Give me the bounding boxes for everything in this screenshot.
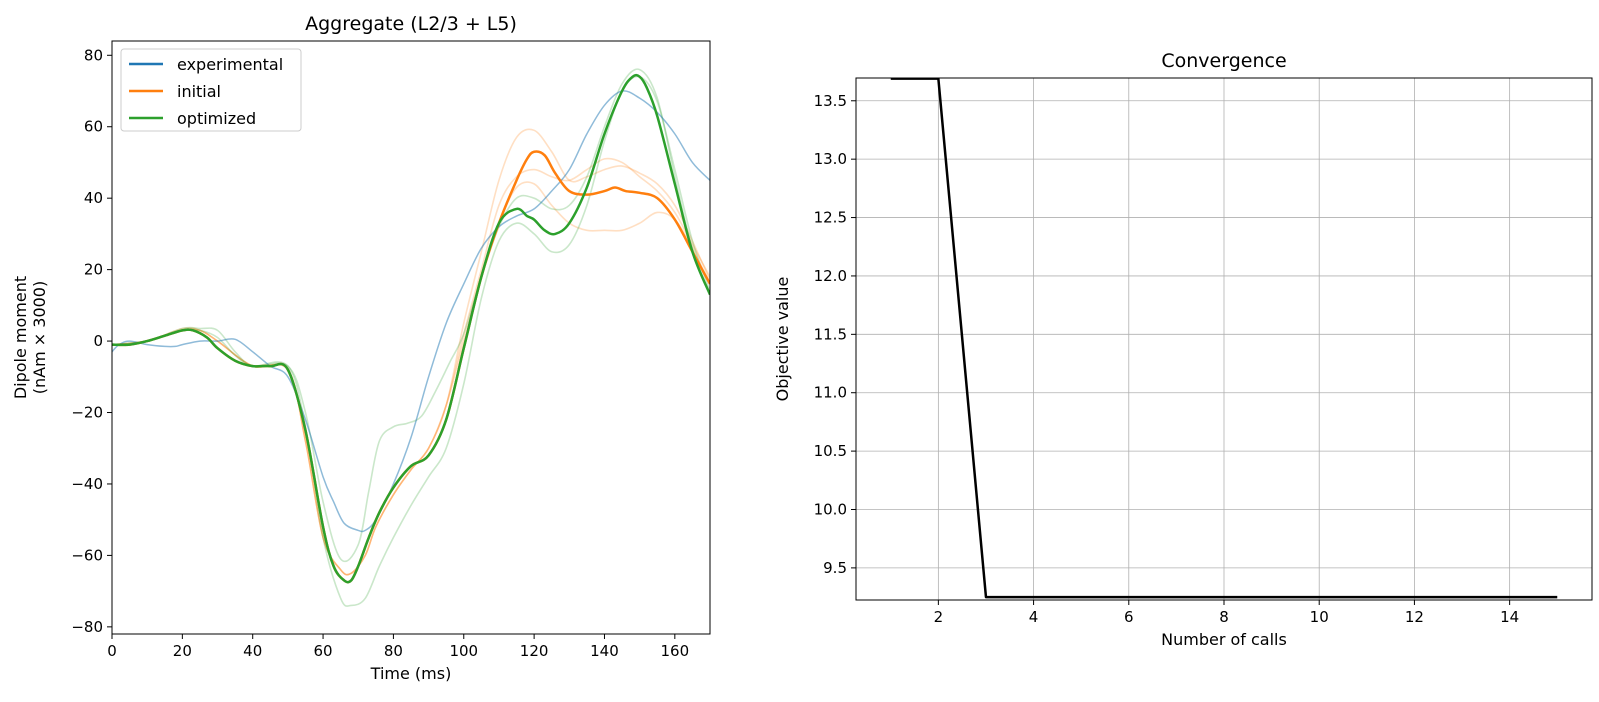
x-tick-label: 20: [173, 642, 192, 660]
y-tick-label: −40: [71, 475, 103, 493]
trial-line: [112, 181, 710, 576]
legend-label-initial: initial: [177, 82, 221, 101]
x-tick-label: 2: [934, 608, 944, 626]
x-tick-label: 120: [520, 642, 549, 660]
y-tick-label: 13.0: [814, 150, 847, 168]
y-tick-label: −60: [71, 546, 103, 564]
y-tick-label: 10.5: [814, 442, 847, 460]
axes-frame: [111, 40, 711, 635]
aggregate-dipole-panel: 0 20 40 60 80 100 120 140 160 −80 −60 −40 −20 0 20 40 60…: [11, 13, 711, 683]
x-tick-label: 140: [590, 642, 619, 660]
trial-line: [112, 157, 710, 576]
x-tick-label: 4: [1029, 608, 1039, 626]
y-axis-label: Objective value: [773, 277, 792, 402]
initial-series-line: [112, 150, 710, 584]
x-axis-label: Time (ms): [370, 664, 452, 683]
chart-title: Aggregate (L2/3 + L5): [305, 13, 517, 35]
y-tick-label: 20: [84, 261, 103, 279]
y-tick-label: 60: [84, 118, 103, 136]
x-tick-label: 14: [1500, 608, 1519, 626]
x-tick-label: 60: [314, 642, 333, 660]
y-axis-label: Dipole moment: [11, 276, 30, 399]
legend: experimental initial optimized: [120, 48, 302, 132]
optimized-series-line: [112, 73, 710, 584]
plot-area: [890, 78, 1558, 599]
y-tick-label: 13.5: [814, 92, 847, 110]
x-tick-label: 6: [1124, 608, 1134, 626]
legend-box: [120, 48, 302, 132]
y-tick-label: 0: [93, 332, 103, 350]
x-tick-label: 8: [1219, 608, 1229, 626]
legend-label-experimental: experimental: [177, 55, 283, 74]
x-tick-label: 0: [107, 642, 117, 660]
y-tick-label: 12.0: [814, 267, 847, 285]
convergence-panel: 2 4 6 8 10 12 14 9.5 10.0 10.5 11.0 11.5 12.0 12.5 13.…: [773, 50, 1593, 649]
y-tick-label: 11.0: [814, 384, 847, 402]
y-tick-label: 80: [84, 46, 103, 64]
y-tick-label: 9.5: [823, 559, 847, 577]
trial-line: [112, 128, 710, 576]
x-tick-label: 100: [449, 642, 478, 660]
x-tick-label: 12: [1405, 608, 1424, 626]
x-tick-label: 10: [1310, 608, 1329, 626]
y-tick-label: −80: [71, 618, 103, 636]
objective-series-line: [890, 78, 1558, 599]
x-tick-label: 40: [243, 642, 262, 660]
x-axis-label: Number of calls: [1161, 630, 1287, 649]
plot-area: [112, 68, 710, 607]
x-tick-label: 80: [384, 642, 403, 660]
y-tick-label: 12.5: [814, 209, 847, 227]
y-tick-label: −20: [71, 404, 103, 422]
chart-title: Convergence: [1161, 50, 1286, 72]
trial-line: [112, 68, 710, 563]
y-tick-label: 40: [84, 189, 103, 207]
x-tick-label: 160: [661, 642, 690, 660]
y-tick-label: 11.5: [814, 325, 847, 343]
y-axis-label: (nAm × 3000): [30, 281, 49, 394]
legend-label-optimized: optimized: [177, 109, 256, 128]
y-tick-label: 10.0: [814, 500, 847, 518]
